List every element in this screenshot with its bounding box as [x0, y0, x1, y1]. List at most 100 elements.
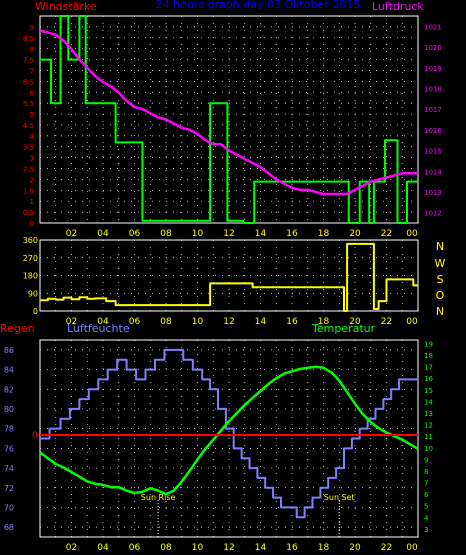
humidity-tick-label: 68 [4, 523, 14, 532]
x-tick-label: 22 [381, 317, 392, 327]
wind-tick-label: 3 [30, 155, 34, 163]
humidity-tick-label: 70 [4, 503, 14, 512]
wind-tick-label: 3.5 [23, 144, 34, 152]
wind-tick-label: 4.5 [23, 122, 34, 130]
x-tick-label: 04 [97, 543, 109, 553]
wind-tick-label: 2.5 [23, 166, 34, 174]
x-tick-label: 22 [381, 229, 392, 239]
wind-tick-label: 1.5 [23, 187, 34, 195]
sunrise-label: Sun Rise [141, 493, 176, 502]
x-tick-label: 00 [406, 317, 418, 327]
direction-tick-label: 90 [28, 289, 38, 298]
humidity-tick-label: 82 [4, 385, 14, 394]
humidity-tick-label: 76 [4, 444, 14, 453]
pressure-tick-label: 1014 [424, 168, 442, 176]
x-tick-label: 04 [97, 229, 109, 239]
temperature-line [39, 365, 419, 496]
x-tick-label: 20 [349, 229, 361, 239]
x-tick-label: 02 [66, 317, 77, 327]
pressure-tick-label: 1020 [424, 44, 442, 52]
wind-tick-label: 7 [30, 67, 34, 75]
x-tick-label: 10 [192, 229, 204, 239]
wind-tick-label: 6.5 [23, 78, 34, 86]
humidity-tick-label: 74 [4, 464, 14, 473]
pressure-tick-label: 1012 [424, 210, 442, 218]
x-tick-label: 14 [255, 317, 267, 327]
humidity-label: Luftfeuchte [67, 322, 130, 335]
humidity-tick-label: 80 [4, 405, 14, 414]
data-series [39, 15, 419, 519]
pressure-tick-label: 1018 [424, 85, 442, 93]
x-tick-label: 14 [255, 543, 267, 553]
dir-letter-n-top: N [436, 240, 444, 253]
x-tick-label: 20 [349, 317, 361, 327]
x-tick-label: 18 [318, 543, 330, 553]
x-tick-label: 18 [318, 229, 330, 239]
temperature-tick-label: 15 [424, 387, 433, 395]
chart-title: 24 hours graph day 03 Oktober 2015 [156, 0, 361, 11]
temperature-tick-label: 19 [424, 340, 433, 348]
pressure-axis-title: Luftdruck [372, 0, 424, 13]
wind-direction-line [40, 242, 418, 312]
temperature-tick-label: 12 [424, 422, 433, 430]
x-tick-label: 10 [192, 317, 204, 327]
x-tick-label: 08 [160, 543, 172, 553]
direction-tick-label: 270 [23, 254, 38, 263]
x-tick-label: 12 [223, 317, 234, 327]
humidity-tick-label: 86 [4, 346, 14, 355]
pressure-tick-label: 1017 [424, 106, 442, 114]
temperature-tick-label: 18 [424, 352, 433, 360]
pressure-tick-label: 1013 [424, 189, 442, 197]
wind-tick-label: 0 [30, 220, 34, 228]
wind-tick-label: 2 [30, 176, 34, 184]
x-tick-label: 04 [97, 317, 109, 327]
temperature-tick-label: 7 [424, 480, 428, 488]
pressure-tick-label: 1016 [424, 127, 442, 135]
temperature-tick-label: 10 [424, 445, 433, 453]
wind-axis-title: Windstärke [35, 0, 97, 13]
x-tick-label: 18 [318, 317, 330, 327]
x-tick-label: 14 [255, 229, 267, 239]
x-tick-label: 06 [129, 229, 141, 239]
dir-letter-w: W [435, 257, 446, 270]
rain-zero-label: 0 [32, 431, 38, 441]
dir-letter-n-bottom: N [436, 305, 444, 318]
wind-tick-label: 7.5 [23, 57, 34, 65]
x-tick-label: 00 [406, 543, 418, 553]
temperature-tick-label: 17 [424, 364, 433, 372]
x-tick-label: 12 [223, 543, 234, 553]
rain-label: Regen [0, 322, 35, 335]
wind-tick-label: 8 [30, 46, 34, 54]
humidity-tick-label: 84 [4, 366, 14, 375]
sunset-label: Sun Set [324, 493, 355, 502]
temperature-tick-label: 3 [424, 526, 428, 534]
temperature-tick-label: 11 [424, 433, 433, 441]
wind-tick-label: 5 [30, 111, 34, 119]
temperature-tick-label: 14 [424, 398, 433, 406]
x-tick-label: 12 [223, 229, 234, 239]
temperature-tick-label: 6 [424, 491, 429, 499]
wind-speed-line [40, 15, 418, 224]
x-tick-label: 02 [66, 229, 77, 239]
direction-tick-label: 0 [33, 307, 38, 316]
temperature-tick-label: 5 [424, 503, 428, 511]
x-tick-label: 08 [160, 229, 172, 239]
pressure-line [39, 29, 418, 196]
direction-tick-label: 360 [23, 236, 38, 245]
wind-tick-label: 0.5 [23, 209, 34, 217]
grid-lines [40, 16, 418, 537]
temperature-tick-label: 13 [424, 410, 433, 418]
humidity-line [40, 348, 418, 519]
temperature-tick-label: 16 [424, 375, 433, 383]
x-tick-label: 16 [286, 543, 298, 553]
humidity-tick-label: 72 [4, 484, 14, 493]
x-tick-label: 00 [406, 229, 418, 239]
dir-letter-s: S [437, 273, 444, 286]
x-tick-label: 16 [286, 229, 298, 239]
x-tick-label: 06 [129, 317, 141, 327]
temperature-label: Temperatur [311, 322, 376, 335]
wind-tick-label: 6 [30, 89, 35, 97]
